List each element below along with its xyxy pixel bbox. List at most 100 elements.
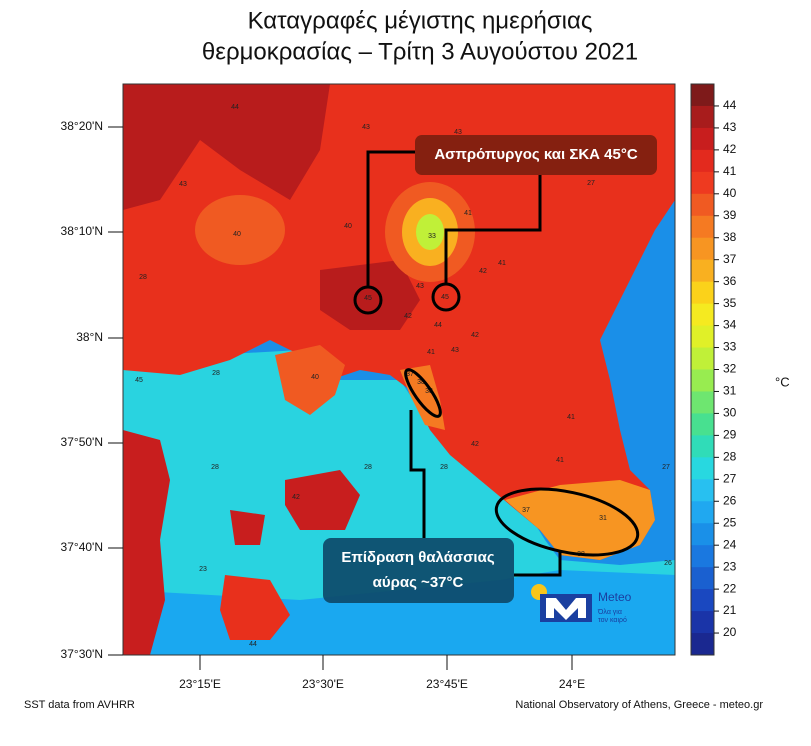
station-value: 40 <box>311 374 319 381</box>
station-value: 41 <box>567 414 575 421</box>
colorbar-bin <box>691 633 714 656</box>
annotation-box <box>323 538 514 603</box>
colorbar-label: 39 <box>723 208 737 222</box>
colorbar-label: 20 <box>723 625 737 639</box>
colorbar-label: 25 <box>723 515 737 529</box>
station-value: 42 <box>471 441 479 448</box>
lat-label: 37°30'N <box>61 647 103 661</box>
colorbar-label: 30 <box>723 406 737 420</box>
colorbar-bin <box>691 435 714 458</box>
colorbar-bin <box>691 303 714 327</box>
annotation-text: Επίδραση θαλάσσιας <box>341 549 494 566</box>
colorbar-bin <box>691 457 714 480</box>
station-value: 37 <box>406 371 414 378</box>
station-value: 41 <box>556 457 564 464</box>
peloponnese <box>123 430 170 655</box>
colorbar-label: 31 <box>723 384 737 398</box>
lat-label: 38°20'N <box>61 119 103 133</box>
colorbar-bin <box>691 193 714 217</box>
logo-m <box>546 598 586 620</box>
colorbar-bin <box>691 567 714 590</box>
highlight-ellipse <box>494 487 640 557</box>
colorbar-bin <box>691 501 714 524</box>
colorbar-bin <box>691 215 714 239</box>
colorbar-bin <box>691 171 714 195</box>
colorbar-label: 29 <box>723 428 737 442</box>
station-value: 37 <box>522 507 530 514</box>
station-value: 43 <box>362 124 370 131</box>
colorbar-label: 26 <box>723 493 737 507</box>
lat-label: 38°N <box>76 330 103 344</box>
leader-line <box>514 552 562 577</box>
land-warm <box>195 195 285 265</box>
title-line: θερμοκρασίας – Τρίτη 3 Αυγούστου 2021 <box>202 38 638 65</box>
colorbar-label: 32 <box>723 362 737 376</box>
footer-right: National Observatory of Athens, Greece -… <box>515 699 763 711</box>
logo-tagline: Όλα για <box>597 609 622 616</box>
leader-line <box>444 175 542 284</box>
station-value: 40 <box>233 231 241 238</box>
highlight-ellipse <box>404 368 442 418</box>
lon-label: 23°15'E <box>179 677 221 691</box>
colorbar-label: 23 <box>723 559 737 573</box>
island <box>220 575 290 640</box>
callouts <box>353 150 640 577</box>
station-value: 31 <box>599 515 607 522</box>
colorbar-label: 27 <box>723 471 737 485</box>
aegina <box>285 470 360 530</box>
land-cool <box>416 214 444 250</box>
logo: Meteo Όλα για τον καιρό <box>531 584 632 624</box>
colorbar-bin <box>691 84 714 107</box>
station-value: 41 <box>464 210 472 217</box>
colorbar-bin <box>691 523 714 546</box>
colorbar-label: 24 <box>723 537 737 551</box>
title-line: Καταγραφές μέγιστης ημερήσιας <box>248 7 593 34</box>
axes: 38°20'N 38°10'N 38°N 37°50'N 37°40'N 37°30'N 2… <box>61 119 586 691</box>
colorbar-bin <box>691 545 714 568</box>
colorbar-bin <box>691 369 714 392</box>
colorbar-label: 33 <box>723 340 737 354</box>
colorbar-unit: °C <box>775 374 790 389</box>
station-value: 23 <box>199 566 207 573</box>
footer-left: SST data from AVHRR <box>24 699 135 711</box>
station-value: 42 <box>479 268 487 275</box>
colorbar-bin <box>691 325 714 349</box>
station-value: 40 <box>344 223 352 230</box>
colorbar-bin <box>691 237 714 261</box>
station-value: 28 <box>139 274 147 281</box>
lat-label: 37°50'N <box>61 435 103 449</box>
map-frame <box>122 83 676 656</box>
station-value: 28 <box>212 370 220 377</box>
logo-tagline: τον καιρό <box>598 616 627 624</box>
colorbar-label: 34 <box>723 318 737 332</box>
colorbar-label: 36 <box>723 274 737 288</box>
colorbar-bin <box>691 611 714 634</box>
salamina <box>275 345 345 415</box>
leader-line <box>409 410 426 538</box>
station-value: 38 <box>417 379 425 386</box>
station-value: 44 <box>231 104 239 111</box>
colorbar-label: 21 <box>723 603 737 617</box>
lon-label: 23°30'E <box>302 677 344 691</box>
lat-label: 37°40'N <box>61 540 103 554</box>
colorbar-label: 38 <box>723 230 737 244</box>
colorbar-bin <box>691 105 714 129</box>
station-value: 28 <box>440 464 448 471</box>
station-value: 44 <box>434 322 442 329</box>
station-value: 42 <box>404 313 412 320</box>
colorbar-bin <box>691 281 714 305</box>
colorbar-label: 41 <box>723 164 737 178</box>
station-value: 44 <box>249 641 257 648</box>
annotation-text: Ασπρόπυργος και ΣΚΑ 45°C <box>434 146 638 163</box>
station-value: 45 <box>441 294 449 301</box>
colorbar-bin <box>691 149 714 173</box>
land-southeast <box>505 480 655 560</box>
lat-label: 38°10'N <box>61 224 103 238</box>
station-value: 43 <box>454 129 462 136</box>
station-value: 28 <box>211 464 219 471</box>
colorbar-bin <box>691 347 714 370</box>
logo-name: Meteo <box>598 590 632 604</box>
colorbar-bin <box>691 259 714 283</box>
land-hot <box>320 260 420 330</box>
